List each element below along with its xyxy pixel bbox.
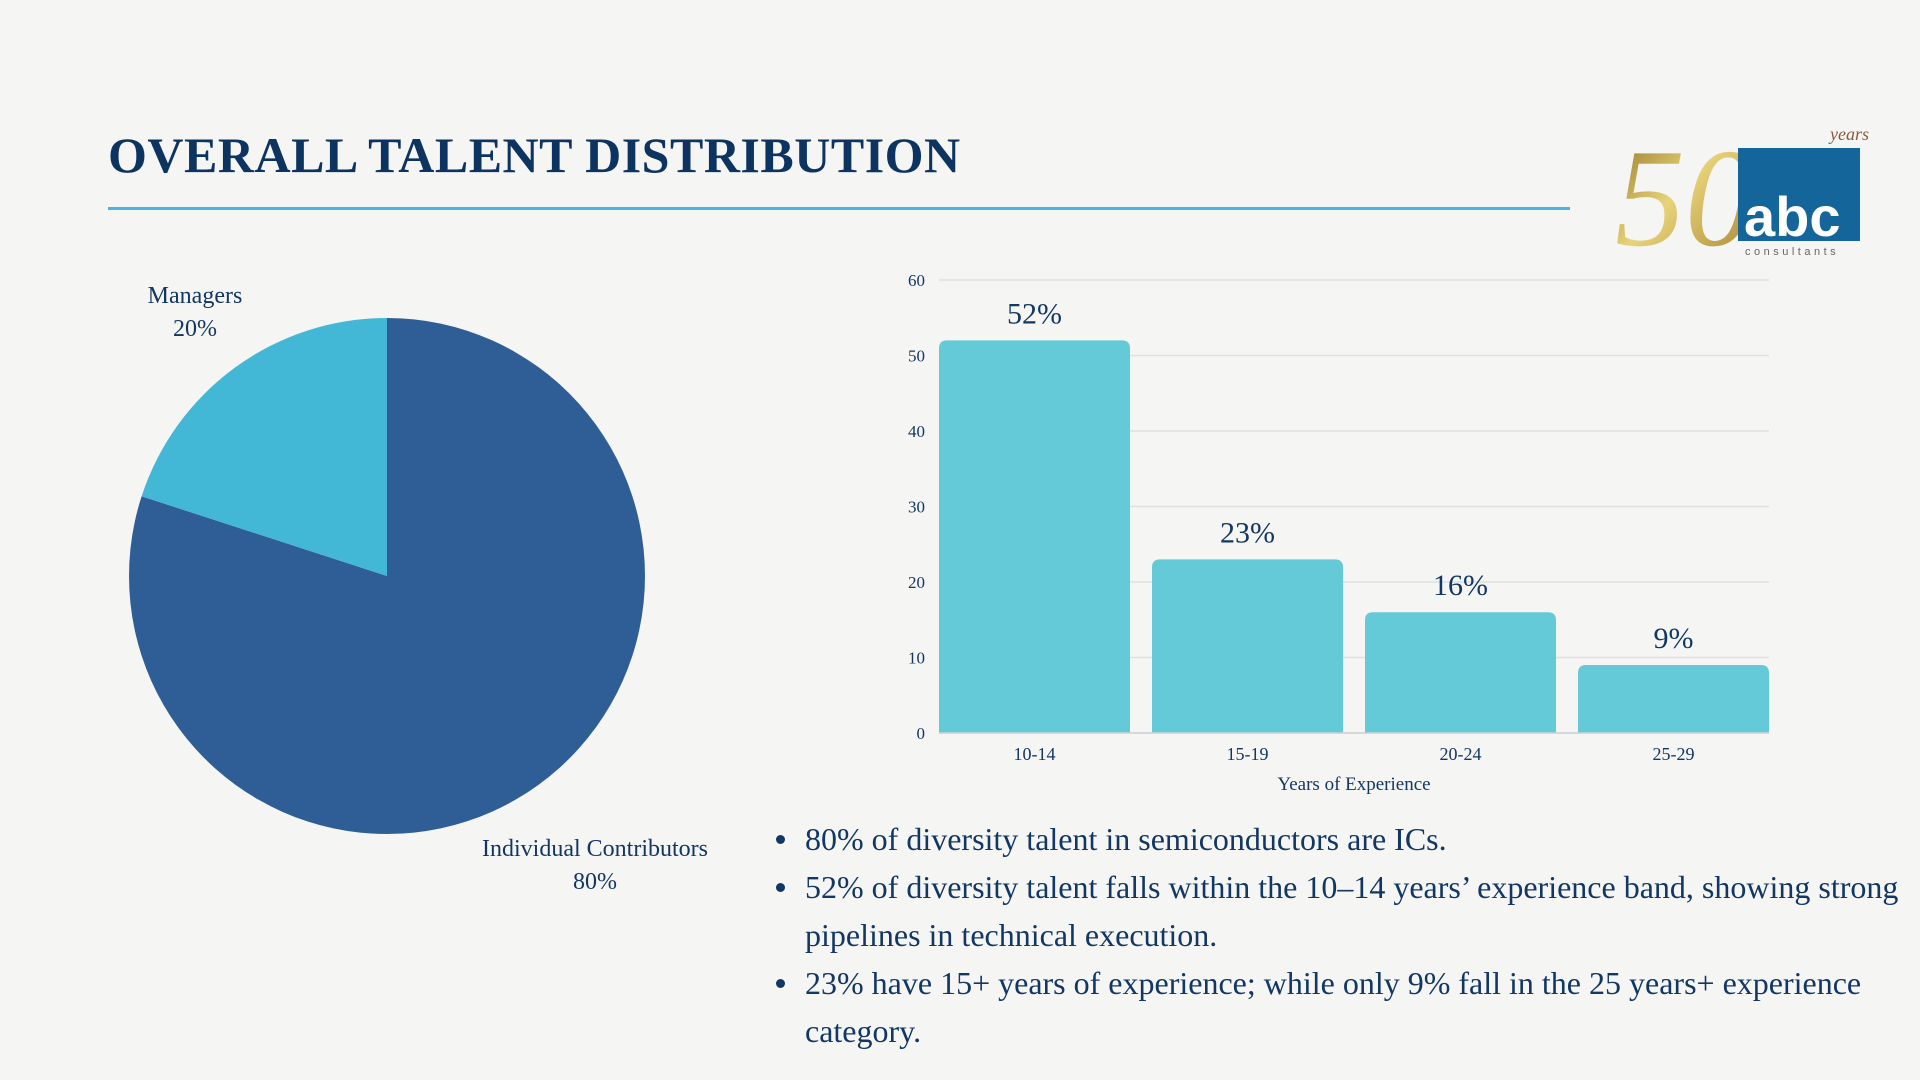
bar-15-19 xyxy=(1152,559,1343,733)
y-tick-label: 30 xyxy=(908,498,925,517)
x-tick-label: 10-14 xyxy=(1014,744,1056,764)
pie-label-ic-name: Individual Contributors xyxy=(482,836,708,862)
pie-chart xyxy=(129,318,646,834)
logo-brand: abc xyxy=(1744,185,1841,248)
pie-label-managers-name: Managers xyxy=(147,283,243,309)
bar-data-label: 9% xyxy=(1654,622,1694,655)
bar-chart: 0 10 20 30 40 50 60 52% 10-14 23% 15-19 16% 20-24 9% 2… xyxy=(908,271,1769,795)
y-tick-label: 50 xyxy=(908,347,925,366)
y-tick-label: 10 xyxy=(908,649,925,668)
pie-label-ic: Individual Contributors 80% xyxy=(435,833,755,899)
company-logo: 50 years abc consultants xyxy=(1605,120,1875,260)
logo-fifty: 50 xyxy=(1615,121,1755,260)
insight-item: 80% of diversity talent in semiconductor… xyxy=(770,815,1900,863)
pie-label-managers: Managers 20% xyxy=(110,280,280,346)
x-tick-label: 25-29 xyxy=(1653,744,1695,764)
bar-25-29 xyxy=(1578,665,1769,733)
logo-sub: consultants xyxy=(1745,246,1839,258)
y-tick-label: 20 xyxy=(908,573,925,592)
bar-20-24 xyxy=(1365,612,1556,733)
pie-slice-managers xyxy=(141,318,387,576)
bar-10-14 xyxy=(939,340,1130,733)
y-tick-label: 40 xyxy=(908,422,925,441)
x-tick-label: 15-19 xyxy=(1227,744,1269,764)
logo-years: years xyxy=(1828,124,1869,144)
bar-data-label: 52% xyxy=(1007,297,1062,330)
bar-data-label: 23% xyxy=(1220,516,1275,549)
pie-label-ic-value: 80% xyxy=(573,869,617,895)
insight-item: 23% have 15+ years of experience; while … xyxy=(770,959,1900,1055)
insights-list: 80% of diversity talent in semiconductor… xyxy=(770,815,1900,1055)
y-tick-label: 60 xyxy=(908,271,925,290)
title-divider xyxy=(108,207,1570,210)
bar-data-label: 16% xyxy=(1433,569,1488,602)
y-tick-label: 0 xyxy=(917,724,926,743)
x-axis-title: Years of Experience xyxy=(1277,774,1430,795)
pie-label-managers-value: 20% xyxy=(173,316,217,342)
insight-item: 52% of diversity talent falls within the… xyxy=(770,863,1900,959)
page-title: OVERALL TALENT DISTRIBUTION xyxy=(108,127,961,183)
x-tick-label: 20-24 xyxy=(1440,744,1482,764)
